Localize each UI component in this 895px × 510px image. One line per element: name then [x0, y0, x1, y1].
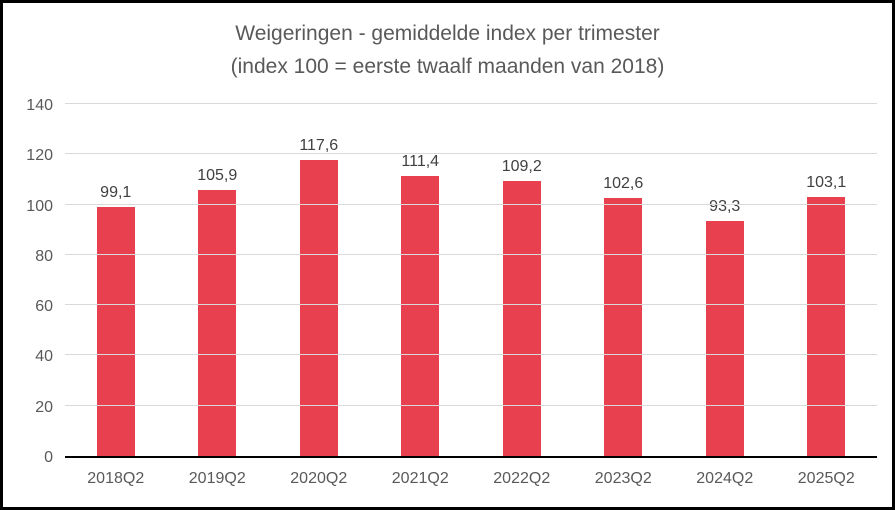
y-tick-label: 120: [26, 147, 53, 165]
bar-slot: 99,1: [65, 184, 167, 456]
x-tick-label: 2025Q2: [797, 470, 855, 487]
x-tick-label: 2023Q2: [594, 470, 652, 487]
bar-slot: 105,9: [167, 167, 269, 456]
bar: [198, 189, 237, 456]
y-tick-label: 40: [35, 348, 53, 366]
y-tick-label: 80: [35, 247, 53, 265]
bar-data-label: 99,1: [100, 183, 132, 201]
bar: [401, 175, 440, 456]
gridline: [65, 253, 877, 255]
bar-slot: 93,3: [674, 198, 776, 456]
bars-container: 99,1 105,9 117,6 111,4 109,2 102,6 93,3 103,1: [65, 106, 877, 456]
gridline: [65, 404, 877, 406]
bar-slot: 103,1: [776, 174, 878, 456]
y-tick-label: 60: [35, 298, 53, 316]
bar-data-label: 102,6: [603, 175, 644, 193]
bar-slot: 102,6: [573, 175, 675, 456]
bar: [299, 160, 338, 456]
bar-slot: 109,2: [471, 158, 573, 456]
y-tick-label: 20: [35, 398, 53, 416]
y-tick-label: 140: [26, 97, 53, 114]
x-tick-label: 2022Q2: [493, 470, 551, 487]
bar-data-label: 109,2: [501, 158, 542, 176]
bar: [96, 206, 135, 456]
y-tick-label: 0: [44, 449, 53, 466]
gridline: [65, 153, 877, 155]
x-tick-label: 2021Q2: [391, 470, 449, 487]
y-tick-label: 100: [26, 197, 53, 215]
bar: [502, 181, 541, 456]
bar-data-label: 111,4: [401, 152, 440, 170]
bar: [604, 198, 643, 456]
x-tick-label: 2018Q2: [87, 470, 145, 487]
chart-title: Weigeringen - gemiddelde index per trime…: [3, 17, 892, 83]
bar: [807, 196, 846, 456]
gridline: [65, 354, 877, 356]
bar-data-label: 117,6: [299, 137, 339, 155]
gridline: [65, 203, 877, 205]
bar-slot: 111,4: [370, 153, 472, 456]
chart-title-line2: (index 100 = eerste twaalf maanden van 2…: [230, 55, 665, 78]
x-tick-label: 2019Q2: [188, 470, 246, 487]
x-tick-label: 2020Q2: [290, 470, 348, 487]
gridline: [65, 304, 877, 306]
bar-data-label: 103,1: [806, 173, 847, 191]
bar-slot: 117,6: [268, 137, 370, 456]
bar-data-label: 93,3: [709, 198, 741, 216]
bar: [705, 221, 744, 456]
chart-title-line1: Weigeringen - gemiddelde index per trime…: [235, 22, 660, 45]
x-axis: 2018Q2 2019Q2 2020Q2 2021Q2 2022Q2 2023Q2 2024…: [65, 470, 877, 488]
gridline: [65, 103, 877, 104]
x-tick-label: 2024Q2: [696, 470, 754, 487]
bar-data-label: 105,9: [197, 166, 238, 184]
plot-area: 99,1 105,9 117,6 111,4 109,2 102,6 93,3 103,1: [65, 103, 877, 458]
